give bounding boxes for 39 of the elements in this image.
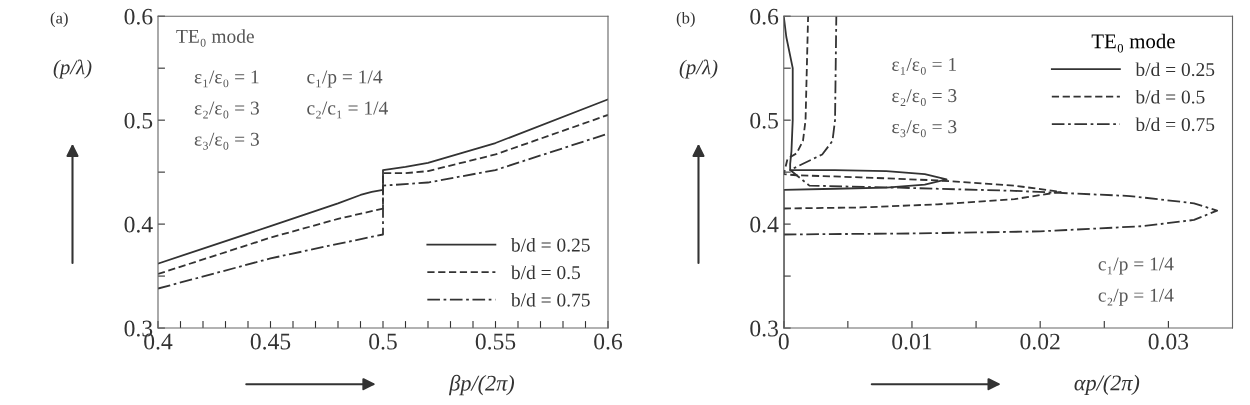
annotation: c₂/p = 1/4 xyxy=(1098,288,1174,306)
x-tick-label: 0.55 xyxy=(475,333,516,350)
legend-label: b/d = 0.25 xyxy=(510,237,590,252)
annotation: c₁/p = 1/4 xyxy=(1098,257,1174,275)
annotation: c₁/p = 1/4 xyxy=(307,70,383,88)
x-tick-label: 0.5 xyxy=(369,333,397,350)
annotation: ε₁/ε₀ = 1 xyxy=(194,70,259,88)
y-tick-label: 0.6 xyxy=(750,8,779,25)
annotation: ε₂/ε₀ = 3 xyxy=(194,101,259,119)
y-tick-label: 0.3 xyxy=(750,320,778,337)
chart-title: (b) xyxy=(676,11,695,28)
x-tick-label: 0.03 xyxy=(1148,333,1189,350)
y-tick-label: 0.4 xyxy=(124,216,153,233)
y-tick-label: 0.5 xyxy=(124,112,153,129)
y-tick-label: 0.6 xyxy=(124,8,153,25)
legend-label: b/d = 0.5 xyxy=(1135,89,1205,104)
legend-label: b/d = 0.75 xyxy=(1135,117,1215,132)
annotation: ε₁/ε₀ = 1 xyxy=(892,57,956,75)
y-axis-title: (p/λ) xyxy=(679,59,718,79)
annotation: TE₀ mode xyxy=(176,29,254,47)
y-tick-label: 0.4 xyxy=(750,216,779,233)
x-tick-label: 0.45 xyxy=(250,333,291,350)
x-tick-label: 0.01 xyxy=(892,333,932,350)
chart-title: (a) xyxy=(50,11,68,28)
y-axis-title: (p/λ) xyxy=(53,59,92,79)
y-tick-label: 0.5 xyxy=(750,112,778,129)
legend-title: TE₀ mode xyxy=(1091,33,1175,53)
x-tick-label: 0 xyxy=(778,333,789,350)
x-tick-label: 0.6 xyxy=(594,333,623,350)
annotation: ε₃/ε₀ = 3 xyxy=(892,120,957,138)
annotation: ε₂/ε₀ = 3 xyxy=(892,89,957,106)
x-axis-title: βp/(2π) xyxy=(448,374,515,396)
legend-label: b/d = 0.5 xyxy=(510,265,581,280)
legend-label: b/d = 0.25 xyxy=(1135,62,1215,77)
legend-label: b/d = 0.75 xyxy=(510,292,590,307)
x-axis-title: αp/(2π) xyxy=(1074,374,1140,395)
x-tick-label: 0.02 xyxy=(1020,333,1060,350)
annotation: c₂/c₁ = 1/4 xyxy=(307,101,388,119)
annotation: ε₃/ε₀ = 3 xyxy=(194,132,259,150)
